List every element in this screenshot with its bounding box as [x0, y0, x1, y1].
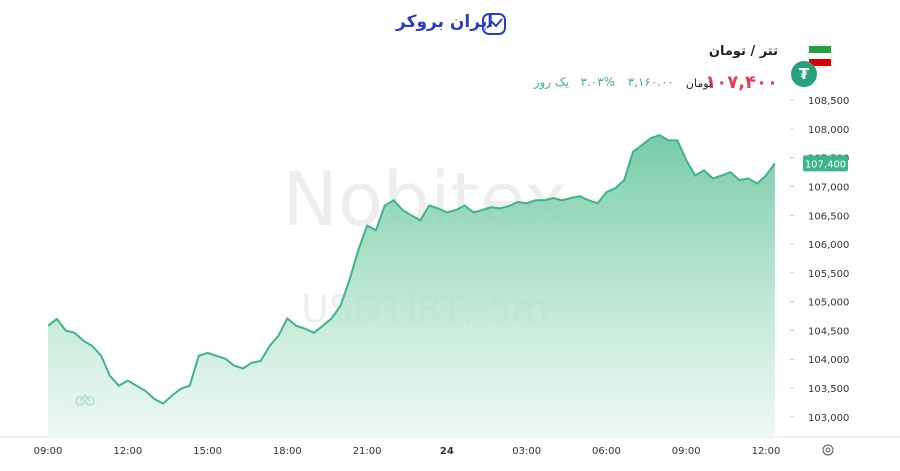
plot — [48, 134, 776, 437]
x-tick-label: 06:00 — [592, 446, 621, 457]
settings-icon-core — [825, 447, 831, 453]
x-tick-label: 03:00 — [512, 446, 541, 457]
y-tick-label: 103,500 — [808, 384, 849, 395]
change-percent: ۳.۰۳% — [580, 75, 615, 89]
y-tick-label: 104,500 — [808, 326, 849, 337]
x-tick-label: 21:00 — [353, 446, 382, 457]
y-tick-label: 106,000 — [808, 240, 849, 251]
y-tick-label: 103,000 — [808, 413, 849, 424]
x-tick-label: 09:00 — [672, 446, 701, 457]
x-tick-label: 12:00 — [113, 446, 142, 457]
y-tick-label: 106,500 — [808, 211, 849, 222]
area — [48, 135, 775, 437]
x-tick-label: 24 — [440, 446, 454, 457]
period: یک روز — [533, 75, 569, 89]
price: ۱۰۷,۴۰۰ — [705, 72, 778, 93]
svg-text:₮: ₮ — [799, 65, 810, 83]
x-tick-label: 12:00 — [752, 446, 781, 457]
y-tick-label: 108,500 — [808, 96, 849, 107]
line — [48, 134, 776, 405]
settings-icon[interactable] — [822, 444, 834, 456]
y-tick-label: 107,000 — [808, 182, 849, 193]
last-price-label: 107,400 — [805, 159, 846, 170]
currency: تومان — [685, 77, 712, 90]
last-price-box — [803, 155, 848, 172]
x-tick-label: 15:00 — [193, 446, 222, 457]
y-tick-label: 105,500 — [808, 269, 849, 280]
pair-name: تتر / تومان — [708, 44, 778, 59]
x-tick-label: 09:00 — [34, 446, 63, 457]
y-tick-label: 108,000 — [808, 125, 849, 136]
brand-name: ایران بروکر — [396, 12, 494, 32]
y-tick-label: 104,000 — [808, 355, 849, 366]
pair-icons: ₮ — [791, 43, 833, 87]
brand-logo — [482, 13, 506, 35]
y-tick-label: 105,000 — [808, 298, 849, 309]
x-tick-label: 18:00 — [273, 446, 302, 457]
change: ۳,۱۶۰.۰۰ — [627, 75, 674, 89]
